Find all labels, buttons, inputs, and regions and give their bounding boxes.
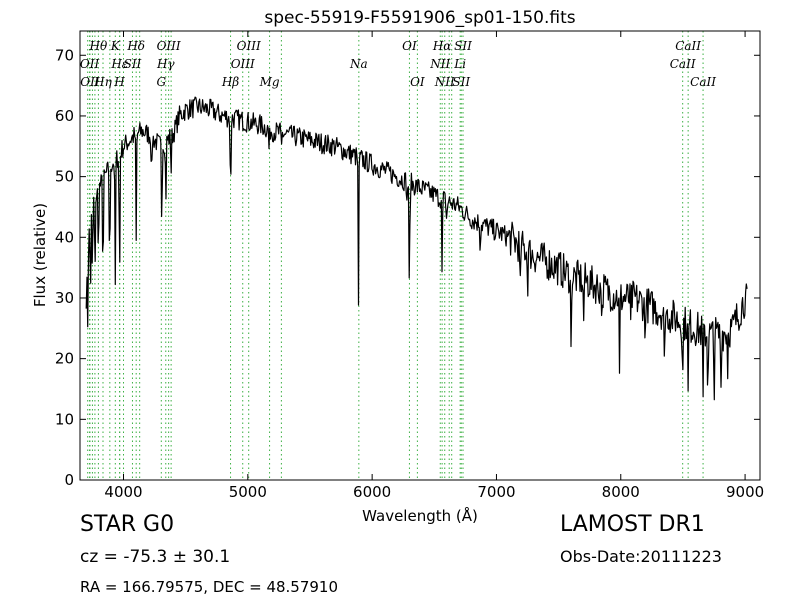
spectral-line-label: Hβ (221, 75, 239, 89)
spectral-line-label: SII (124, 57, 142, 71)
x-axis-label: Wavelength (Å) (362, 506, 478, 525)
object-class-text: STAR G0 (80, 512, 175, 537)
spectral-line-label: NII (429, 57, 450, 71)
spectral-line-label: OIII (237, 39, 261, 53)
redshift-text: cz = -75.3 ± 30.1 (80, 547, 231, 567)
spectral-line-label: OI (410, 75, 425, 89)
survey-name-text: LAMOST DR1 (560, 512, 705, 537)
y-tick-label: 40 (55, 228, 74, 246)
observation-date-text: Obs-Date:20111223 (560, 547, 722, 566)
spectral-line-label: CaII (670, 57, 696, 71)
y-tick-label: 50 (55, 168, 74, 186)
spectral-line-label: G (157, 75, 167, 89)
spectral-line-label: Na (349, 57, 368, 71)
y-tick-label: 70 (55, 46, 74, 64)
spectral-line-label: OIII (157, 39, 181, 53)
spectral-line-label: NII (434, 75, 455, 89)
x-tick-label: 7000 (477, 483, 515, 501)
y-axis-label: Flux (relative) (31, 203, 49, 307)
spectral-line-label: Hη (93, 75, 112, 89)
y-tick-label: 60 (55, 107, 74, 125)
spectral-line-markers (87, 31, 704, 480)
spectral-line-label: SII (454, 39, 472, 53)
spectral-line-label: SII (452, 75, 470, 89)
spectrum-series-line (85, 96, 748, 401)
x-tick-label: 9000 (726, 483, 764, 501)
spectral-line-label: OIII (231, 57, 255, 71)
spectral-line-label: Mg (259, 75, 280, 89)
spectral-line-label: H (113, 75, 125, 89)
axis-ticks: 4000 5000 6000 7000 8000 9000 0 10 20 30 40 50 60 70 (55, 31, 764, 501)
spectral-line-label: CaII (690, 75, 716, 89)
x-tick-label: 8000 (602, 483, 640, 501)
spectral-line-label: CaII (675, 39, 701, 53)
plot-frame (79, 30, 761, 481)
y-tick-label: 30 (55, 289, 74, 307)
coordinates-text: RA = 166.79575, DEC = 48.57910 (80, 578, 339, 596)
spectral-line-label: OI (402, 39, 417, 53)
spectral-line-label: Hγ (156, 57, 175, 71)
spectral-line-label: Li (453, 57, 466, 71)
spectral-line-label: Hα (432, 39, 452, 53)
spectral-line-label: OII (80, 57, 100, 71)
spectral-line-label: Hδ (126, 39, 145, 53)
chart-title: spec-55919-F5591906_sp01-150.fits (264, 8, 575, 28)
y-tick-label: 20 (55, 350, 74, 368)
spectral-line-label: Hε (110, 57, 128, 71)
x-tick-label: 4000 (104, 483, 142, 501)
spectral-line-label: K (110, 39, 121, 53)
y-tick-label: 0 (64, 471, 74, 489)
spectral-line-label: Hθ (89, 39, 108, 53)
x-tick-label: 6000 (353, 483, 391, 501)
x-tick-label: 5000 (229, 483, 267, 501)
spectral-line-label: OII (80, 75, 100, 89)
y-tick-label: 10 (55, 410, 74, 428)
